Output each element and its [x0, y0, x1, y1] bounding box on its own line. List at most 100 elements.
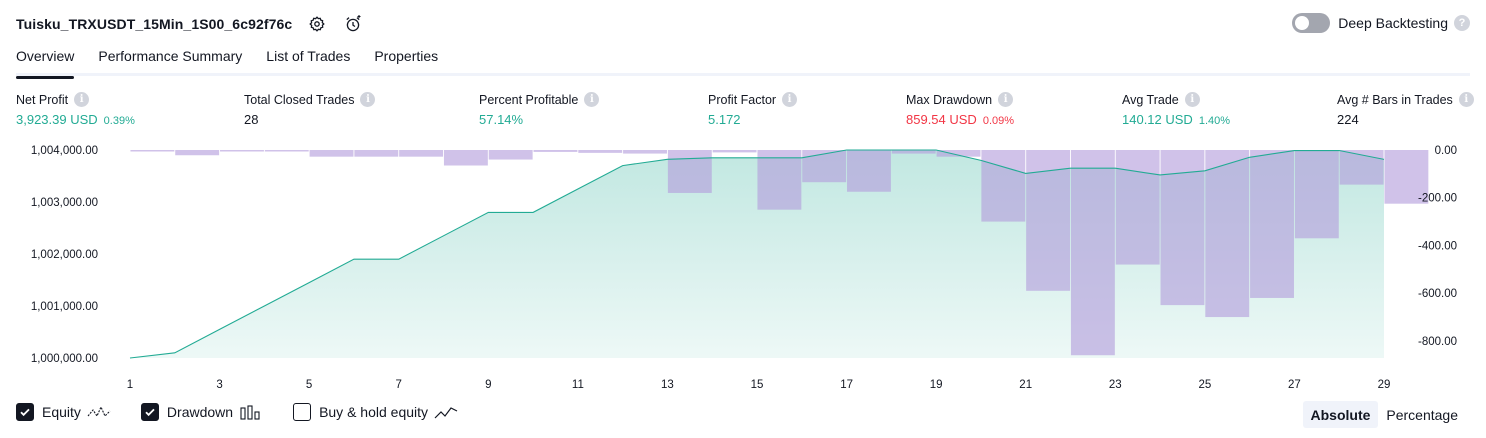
x-axis-tick-label: 25 [1199, 379, 1212, 391]
legend-drawdown[interactable]: Drawdown [140, 403, 263, 421]
stat-value: 224 [1337, 112, 1359, 127]
stat-percent-profitable: Percent Profitable i 57.14% [479, 92, 600, 127]
left-axis-tick-label: 1,003,000.00 [31, 197, 98, 209]
help-icon[interactable]: ? [1454, 15, 1470, 31]
stat-value: 3,923.39 USD [16, 112, 98, 127]
stat-percent: 1.40% [1198, 115, 1231, 127]
drawdown-bar [175, 150, 220, 156]
x-axis-tick-label: 23 [1109, 379, 1122, 391]
absolute-button[interactable]: Absolute [1302, 401, 1379, 428]
stat-value: 140.12 USD [1122, 112, 1193, 127]
x-axis: 1 3 5 7 9 11 13 15 17 19 21 23 25 27 29 [127, 379, 1391, 391]
info-icon[interactable]: i [74, 92, 90, 107]
stat-label: Profit Factor [708, 92, 777, 107]
equity-line-path [129, 149, 1385, 359]
tab-overview[interactable]: Overview [16, 44, 75, 79]
stat-net-profit: Net Profit i 3,923.39 USD 0.39% [16, 92, 135, 127]
info-icon[interactable]: i [782, 92, 798, 107]
tab-list-of-trades[interactable]: List of Trades [266, 48, 351, 64]
stat-label: Avg Trade [1122, 92, 1179, 107]
stat-label: Net Profit [16, 92, 69, 107]
x-axis-tick-label: 9 [485, 379, 491, 391]
stat-label: Max Drawdown [906, 92, 993, 107]
drawdown-bar [1205, 150, 1250, 318]
stat-percent: 0.39% [103, 115, 135, 127]
drawdown-bar [847, 150, 891, 192]
info-icon[interactable]: i [584, 92, 600, 107]
right-axis-tick-label: 0.00 [1435, 145, 1457, 157]
x-axis-tick-label: 29 [1378, 379, 1391, 391]
right-axis: 0.00 -200.00 -400.00 -600.00 -800.00 [1418, 145, 1457, 348]
percentage-button[interactable]: Percentage [1386, 406, 1458, 423]
left-axis: 1,004,000.00 1,003,000.00 1,002,000.00 1,00… [31, 145, 98, 365]
tab-performance-summary[interactable]: Performance Summary [98, 48, 243, 64]
info-icon[interactable]: i [360, 92, 376, 107]
left-axis-tick-label: 1,004,000.00 [31, 145, 98, 157]
x-axis-tick-label: 3 [216, 379, 222, 391]
drawdown-bar [130, 150, 175, 152]
x-axis-tick-label: 21 [1019, 379, 1032, 391]
drawdown-bar [1026, 150, 1071, 291]
drawdown-bar [757, 150, 802, 210]
stat-value: 28 [244, 112, 259, 127]
stat-total-closed-trades: Total Closed Trades i 28 [244, 92, 376, 127]
drawdown-bar [712, 150, 757, 153]
drawdown-bar [309, 150, 354, 157]
drawdown-bar [936, 150, 981, 157]
info-icon[interactable]: i [1184, 92, 1200, 107]
equity-area [130, 150, 1384, 358]
drawdown-bar [1384, 150, 1429, 204]
stat-label: Total Closed Trades [244, 92, 355, 107]
report-tabs: Overview Performance Summary List of Tra… [16, 44, 1470, 79]
buy-hold-line-icon [434, 407, 458, 419]
alarm-clock-icon[interactable] [342, 13, 364, 35]
legend-equity[interactable]: Equity [16, 403, 111, 421]
left-axis-tick-label: 1,001,000.00 [31, 301, 98, 313]
drawdown-bar [533, 150, 578, 152]
stat-value: 859.54 USD [906, 112, 977, 127]
info-icon[interactable]: i [998, 92, 1014, 107]
tab-properties[interactable]: Properties [374, 48, 439, 64]
drawdown-bar [488, 150, 533, 160]
drawdown-bar [220, 150, 264, 152]
right-axis-tick-label: -200.00 [1418, 193, 1457, 205]
right-axis-tick-label: -600.00 [1418, 288, 1457, 300]
x-axis-tick-label: 15 [751, 379, 764, 391]
drawdown-bar [891, 150, 936, 154]
drawdown-bar [1339, 150, 1384, 185]
x-axis-tick-label: 27 [1288, 379, 1301, 391]
x-axis-tick-label: 1 [127, 379, 133, 391]
drawdown-bar [399, 150, 444, 157]
checkbox-buy-hold-equity[interactable] [293, 403, 312, 421]
right-axis-tick-label: -400.00 [1418, 241, 1457, 253]
stat-profit-factor: Profit Factor i 5.172 [708, 92, 798, 127]
stat-label: Percent Profitable [479, 92, 579, 107]
equity-line-icon [87, 405, 111, 418]
checkbox-drawdown[interactable] [140, 403, 159, 421]
equity-line [129, 149, 1385, 359]
right-axis-tick-label: -800.00 [1418, 336, 1457, 348]
drawdown-bar [578, 150, 623, 153]
stat-avg-trade: Avg Trade i 140.12 USD 1.40% [1122, 92, 1230, 127]
info-icon[interactable]: i [1458, 92, 1474, 107]
stat-max-drawdown: Max Drawdown i 859.54 USD 0.09% [906, 92, 1014, 127]
legend-label: Equity [42, 404, 81, 420]
drawdown-bar [1115, 150, 1160, 265]
deep-backtesting: Deep Backtesting ? [1292, 13, 1470, 33]
drawdown-bars-icon [240, 405, 260, 420]
drawdown-bar [264, 150, 309, 152]
stat-value: 57.14% [479, 112, 524, 127]
drawdown-bar [1250, 150, 1294, 298]
x-axis-tick-label: 19 [930, 379, 943, 391]
legend-buy-hold-equity[interactable]: Buy & hold equity [293, 403, 458, 421]
left-axis-tick-label: 1,000,000.00 [31, 353, 98, 365]
drawdown-bar [1294, 150, 1339, 239]
checkbox-equity[interactable] [16, 403, 34, 421]
drawdown-bar [443, 150, 488, 166]
drawdown-bar [802, 150, 847, 183]
drawdown-bars [130, 150, 1429, 356]
equity-drawdown-chart[interactable]: 1,004,000.00 1,003,000.00 1,002,000.00 1,00… [0, 140, 1486, 400]
deep-backtesting-toggle[interactable] [1292, 13, 1331, 33]
gear-icon[interactable] [306, 13, 328, 35]
drawdown-bar [1160, 150, 1205, 306]
